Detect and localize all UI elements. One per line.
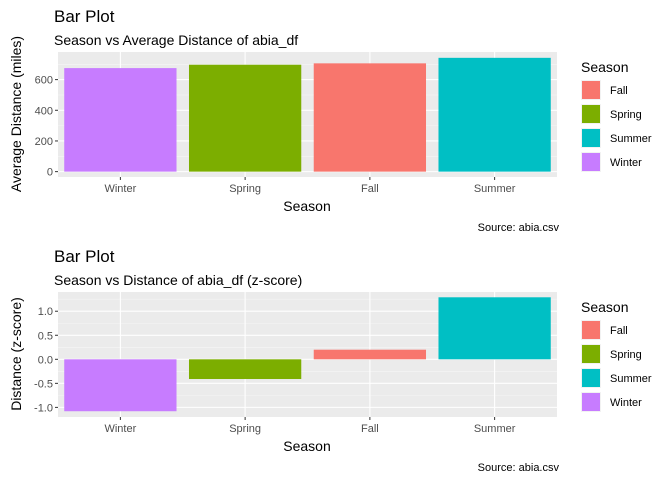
x-axis-ticks: Winter Spring Fall Summer xyxy=(104,177,516,195)
bar-winter xyxy=(64,359,177,412)
legend-label-winter: Winter xyxy=(610,157,642,169)
chart-caption: Source: abia.csv xyxy=(478,222,560,234)
legend-swatch-summer xyxy=(582,129,600,147)
bar-chart-zscore-distance: Bar Plot Season vs Distance of abia_df (… xyxy=(8,247,652,474)
y-tick-label: 0.0 xyxy=(38,354,53,366)
y-axis-ticks: -1.0 -0.5 0.0 0.5 1.0 xyxy=(34,306,58,414)
legend-title: Season xyxy=(581,59,628,75)
legend-swatch-spring xyxy=(582,345,600,363)
y-tick-label: 0 xyxy=(47,167,53,179)
x-tick-label-fall: Fall xyxy=(361,183,379,195)
y-tick-label: 600 xyxy=(35,75,53,87)
legend-label-fall: Fall xyxy=(610,325,628,337)
x-axis-label: Season xyxy=(283,198,330,214)
legend-swatch-spring xyxy=(582,105,600,123)
bar-summer xyxy=(438,57,551,172)
y-axis-label: Average Distance (miles) xyxy=(8,36,24,192)
legend: Season Fall Spring Summer Winter xyxy=(581,59,652,172)
bar-fall xyxy=(313,63,427,172)
chart-caption: Source: abia.csv xyxy=(478,462,560,474)
x-tick-label-summer: Summer xyxy=(474,183,516,195)
x-axis-label: Season xyxy=(283,438,330,454)
bar-spring xyxy=(188,64,302,172)
legend-swatch-summer xyxy=(582,369,600,387)
legend-swatch-winter xyxy=(582,393,600,411)
legend-label-summer: Summer xyxy=(610,373,652,385)
bar-summer xyxy=(438,297,551,360)
legend-items: Fall Spring Summer Winter xyxy=(581,320,652,412)
legend-label-spring: Spring xyxy=(610,349,642,361)
chart-panel-zscore-distance: Bar Plot Season vs Distance of abia_df (… xyxy=(0,240,672,480)
y-tick-label: 1.0 xyxy=(38,306,53,318)
legend-swatch-fall xyxy=(582,81,600,99)
x-tick-label-spring: Spring xyxy=(229,423,261,435)
bars xyxy=(64,57,551,172)
y-tick-label: -1.0 xyxy=(34,402,53,414)
x-axis-ticks: Winter Spring Fall Summer xyxy=(104,417,516,435)
legend: Season Fall Spring Summer Winter xyxy=(581,299,652,412)
x-tick-label-winter: Winter xyxy=(104,423,136,435)
bar-fall xyxy=(313,349,427,360)
legend-label-fall: Fall xyxy=(610,85,628,97)
y-tick-label: 400 xyxy=(35,105,53,117)
chart-subtitle: Season vs Distance of abia_df (z-score) xyxy=(54,272,302,288)
legend-items: Fall Spring Summer Winter xyxy=(581,80,652,172)
x-tick-label-fall: Fall xyxy=(361,423,379,435)
bar-spring xyxy=(188,359,302,380)
x-tick-label-winter: Winter xyxy=(104,183,136,195)
bars xyxy=(64,297,551,412)
y-tick-label: 0.5 xyxy=(38,330,53,342)
bar-winter xyxy=(64,68,177,172)
y-axis-label: Distance (z-score) xyxy=(8,297,24,411)
chart-panel-average-distance: Bar Plot Season vs Average Distance of a… xyxy=(8,7,652,234)
x-tick-label-spring: Spring xyxy=(229,183,261,195)
y-tick-label: -0.5 xyxy=(34,378,53,390)
legend-label-winter: Winter xyxy=(610,397,642,409)
legend-label-summer: Summer xyxy=(610,133,652,145)
x-tick-label-summer: Summer xyxy=(474,423,516,435)
chart-title: Bar Plot xyxy=(54,7,115,26)
legend-swatch-winter xyxy=(582,153,600,171)
chart-subtitle: Season vs Average Distance of abia_df xyxy=(54,32,298,48)
y-tick-label: 200 xyxy=(35,136,53,148)
chart-title: Bar Plot xyxy=(54,247,115,266)
legend-title: Season xyxy=(581,299,628,315)
legend-label-spring: Spring xyxy=(610,109,642,121)
legend-swatch-fall xyxy=(582,321,600,339)
y-axis-ticks: 0 200 400 600 xyxy=(35,75,58,179)
bar-chart-average-distance: Bar Plot Season vs Average Distance of a… xyxy=(8,7,652,234)
